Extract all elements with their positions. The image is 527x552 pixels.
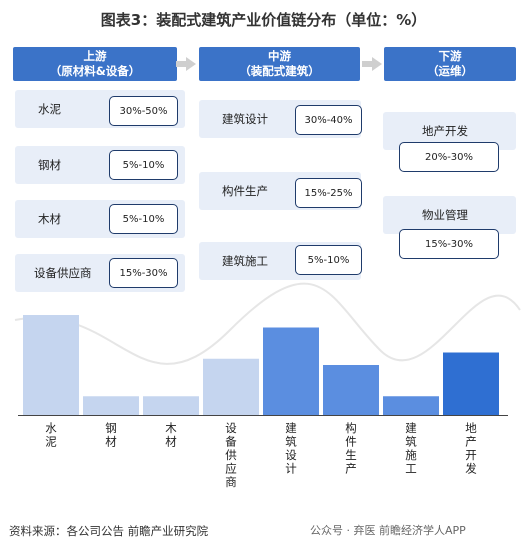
downstream-label: 地产开发 [422, 124, 468, 138]
downstream-value: 20%-30% [399, 142, 499, 172]
header-upstream-sub: （原材料&设备） [49, 64, 141, 78]
header-upstream-name: 上游 [83, 49, 107, 63]
bar [203, 358, 259, 415]
downstream-row [383, 196, 516, 234]
header-midstream: 中游 （装配式建筑） [199, 47, 360, 81]
header-upstream: 上游 （原材料&设备） [13, 47, 177, 81]
bar [263, 327, 319, 415]
bar [83, 396, 139, 415]
source-note: 资料来源：各公司公告 前瞻产业研究院 [9, 524, 209, 538]
header-downstream-sub: （运维） [427, 64, 473, 78]
x-tick-label: 建筑施工 [405, 421, 417, 476]
upstream-value: 15%-30% [109, 258, 178, 288]
upstream-value: 5%-10% [109, 204, 178, 234]
bar [143, 396, 199, 415]
bar [323, 365, 379, 415]
midstream-label: 建筑设计 [222, 112, 268, 126]
background-curve [14, 282, 521, 365]
upstream-label: 木材 [38, 212, 61, 226]
x-tick-label: 木材 [165, 421, 177, 449]
header-midstream-sub: （装配式建筑） [239, 64, 320, 78]
watermark-text: 公众号 · 弃医 前瞻经济学人APP [310, 524, 466, 537]
bar [443, 352, 499, 415]
x-tick-label: 地产开发 [465, 421, 477, 476]
upstream-label: 水泥 [38, 102, 61, 116]
x-tick-label: 钢材 [105, 421, 117, 449]
midstream-label: 构件生产 [222, 184, 268, 198]
x-tick-label: 构件生产 [345, 421, 357, 476]
x-tick-label: 水泥 [45, 421, 57, 449]
upstream-label: 设备供应商 [34, 266, 92, 280]
arrow-icon [362, 57, 382, 71]
bar [383, 396, 439, 415]
arrow-icon [176, 57, 196, 71]
midstream-label: 建筑施工 [222, 254, 268, 268]
downstream-label: 物业管理 [422, 208, 468, 222]
midstream-value: 5%-10% [295, 245, 362, 275]
upstream-label: 钢材 [38, 158, 61, 172]
x-tick-label: 设备供应商 [225, 421, 237, 489]
header-downstream-name: 下游 [438, 49, 462, 63]
header-midstream-name: 中游 [268, 49, 291, 63]
bar [23, 315, 79, 415]
chart-title: 图表3：装配式建筑产业价值链分布（单位：%） [100, 11, 427, 29]
downstream-value: 15%-30% [399, 229, 499, 259]
x-tick-label: 建筑设计 [285, 421, 297, 476]
midstream-value: 30%-40% [295, 105, 362, 135]
header-downstream: 下游 （运维） [384, 47, 516, 81]
upstream-value: 5%-10% [109, 150, 178, 180]
upstream-value: 30%-50% [109, 96, 178, 126]
midstream-value: 15%-25% [295, 178, 362, 208]
